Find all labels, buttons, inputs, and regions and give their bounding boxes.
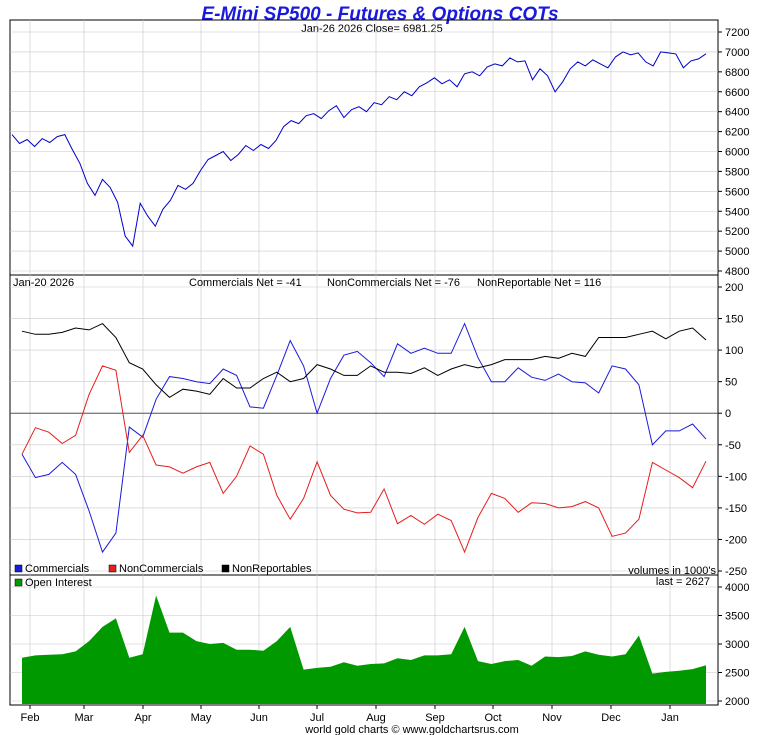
y-tick-label: 6200 <box>725 127 749 139</box>
noncommercials-net: NonCommercials Net = -76 <box>327 277 460 289</box>
y-tick-label: 150 <box>725 314 743 326</box>
commercials-line <box>21 322 707 554</box>
y-tick-label: 5600 <box>725 186 749 198</box>
y-tick-label: 5000 <box>725 246 749 258</box>
chart-title: E-Mini SP500 - Futures & Options COTs <box>201 4 558 25</box>
y-tick-label: -150 <box>725 503 747 515</box>
x-tick-label: May <box>191 712 212 724</box>
x-tick-label: Dec <box>601 712 621 724</box>
legend-noncommercials: NonCommercials <box>119 563 204 575</box>
legend-commercials: Commercials <box>25 563 90 575</box>
legend-nonreportables: NonReportables <box>232 563 312 575</box>
y-tick-label: -50 <box>725 440 741 452</box>
last-value: last = 2627 <box>656 576 710 588</box>
x-tick-label: Feb <box>21 712 40 724</box>
cot-layer <box>21 322 707 554</box>
legend-open-interest-swatch <box>14 578 23 587</box>
x-tick-label: Aug <box>366 712 386 724</box>
y-tick-label: 50 <box>725 377 737 389</box>
y-tick-label: -200 <box>725 534 747 546</box>
noncommercials-line <box>21 365 707 554</box>
oi-panel <box>9 574 719 706</box>
nonreportable-net: NonReportable Net = 116 <box>477 277 601 289</box>
y-tick-label: 3000 <box>725 639 749 651</box>
y-tick-label: 6800 <box>725 67 749 79</box>
y-tick-label: 4800 <box>725 266 749 278</box>
y-tick-label: -250 <box>725 566 747 578</box>
x-tick-label: Jan <box>661 712 679 724</box>
x-tick-label: Sep <box>425 712 445 724</box>
open-interest-layer <box>22 595 706 704</box>
y-tick-label: 4000 <box>725 582 749 594</box>
open-interest-area <box>22 595 706 704</box>
footer-credit: world gold charts © www.goldchartsrus.co… <box>304 724 519 735</box>
x-tick-label: Apr <box>134 712 151 724</box>
axis-ticks: Feb Mar Apr May Jun Jul Aug Sep Oct Nov Dec Jan 4800… <box>21 27 750 724</box>
cot-date: Jan-20 2026 <box>13 277 74 289</box>
grid-lines <box>10 20 718 705</box>
x-tick-label: Jun <box>250 712 268 724</box>
commercials-net: Commercials Net = -41 <box>189 277 302 289</box>
legend-commercials-swatch <box>14 564 23 573</box>
y-tick-label: 6600 <box>725 87 749 99</box>
y-tick-label: -100 <box>725 471 747 483</box>
nonreportables-line <box>21 322 707 399</box>
y-tick-label: 0 <box>725 408 731 420</box>
y-tick-label: 3500 <box>725 611 749 623</box>
x-tick-label: Oct <box>484 712 501 724</box>
x-tick-label: Mar <box>75 712 94 724</box>
y-tick-label: 2500 <box>725 668 749 680</box>
y-tick-label: 5400 <box>725 206 749 218</box>
price-info: Jan-26 2026 Close= 6981.25 <box>301 23 443 35</box>
price-layer <box>11 51 707 248</box>
y-tick-label: 100 <box>725 345 743 357</box>
x-tick-label: Nov <box>542 712 562 724</box>
y-tick-label: 7200 <box>725 27 749 39</box>
y-tick-label: 6000 <box>725 147 749 159</box>
y-tick-label: 2000 <box>725 696 749 708</box>
price-line <box>11 51 707 248</box>
price-panel <box>9 19 719 276</box>
y-tick-label: 7000 <box>725 47 749 59</box>
legend-nonreportables-swatch <box>221 564 230 573</box>
y-tick-label: 5800 <box>725 166 749 178</box>
y-tick-label: 200 <box>725 282 743 294</box>
legend-noncommercials-swatch <box>108 564 117 573</box>
y-tick-label: 6400 <box>725 107 749 119</box>
y-tick-label: 5200 <box>725 226 749 238</box>
legend-open-interest: Open Interest <box>25 577 92 589</box>
x-tick-label: Jul <box>310 712 324 724</box>
volumes-note: volumes in 1000's <box>628 565 716 577</box>
